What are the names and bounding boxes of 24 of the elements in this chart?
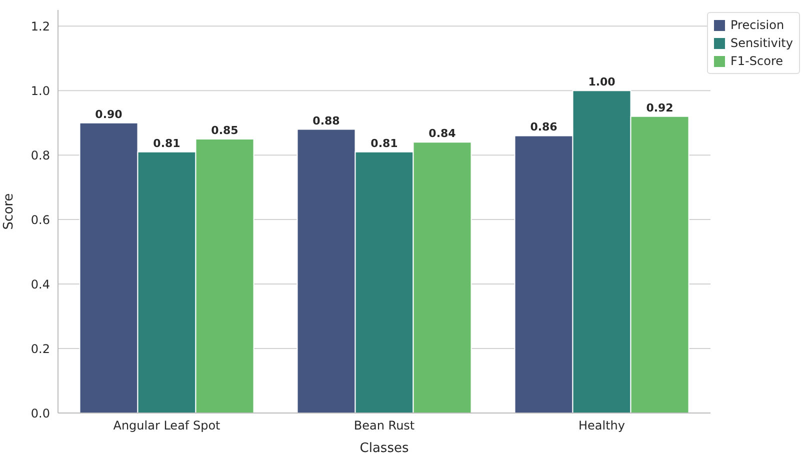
legend-label: Sensitivity <box>730 35 793 52</box>
data-label: 0.85 <box>211 124 238 137</box>
y-axis-title: Score <box>2 193 17 230</box>
data-label: 0.81 <box>153 136 180 150</box>
y-tick-label: 0.8 <box>30 148 50 162</box>
data-label: 0.81 <box>370 136 398 150</box>
data-label: 0.86 <box>530 120 558 134</box>
data-label: 0.88 <box>312 114 340 128</box>
x-tick-label: Healthy <box>578 418 626 433</box>
data-label: 0.84 <box>428 127 456 140</box>
data-label: 1.00 <box>588 76 616 89</box>
legend-label: F1-Score <box>730 53 783 70</box>
y-tick-label: 0.0 <box>30 406 50 420</box>
legend-label: Precision <box>730 17 784 34</box>
data-label: 0.92 <box>646 101 674 114</box>
x-tick-label: Bean Rust <box>354 418 415 433</box>
y-tick-label: 1.2 <box>30 19 50 34</box>
y-tick-label: 0.6 <box>30 212 50 227</box>
y-tick-label: 1.0 <box>30 84 50 98</box>
y-tick-label: 0.4 <box>30 277 50 292</box>
data-label: 0.90 <box>95 108 123 121</box>
x-tick-label: Angular Leaf Spot <box>113 418 221 433</box>
y-tick-label: 0.2 <box>30 342 50 356</box>
x-axis-title: Classes <box>360 441 409 454</box>
